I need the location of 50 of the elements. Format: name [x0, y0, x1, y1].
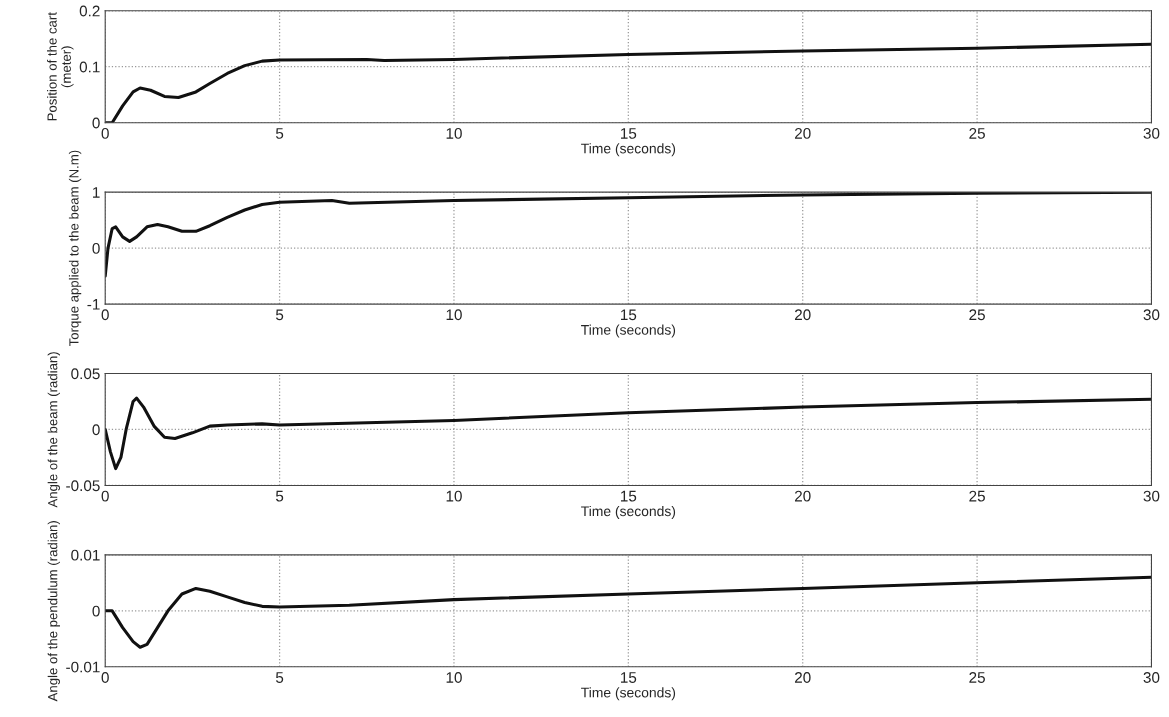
y-tick-label: 0 — [92, 117, 100, 129]
y-tick-label: 0 — [92, 605, 100, 617]
x-tick-label: 10 — [446, 672, 462, 683]
x-tick-label: 10 — [446, 127, 462, 139]
x-tick-label: 20 — [794, 672, 811, 683]
x-tick-label: 20 — [794, 309, 811, 321]
y-axis-title: Angle of the pendulum (radian) — [47, 521, 60, 702]
x-tick-label: 30 — [1143, 127, 1160, 139]
x-tick-label: 15 — [621, 672, 637, 683]
y-tick-label: 1 — [93, 187, 100, 198]
x-tick-label: 15 — [621, 128, 637, 139]
y-tick-label: -0.05 — [66, 480, 100, 492]
y-tick-label: -1 — [87, 299, 100, 310]
x-tick-label: 15 — [621, 309, 637, 321]
x-axis-title: Time (seconds) — [581, 324, 676, 338]
x-tick-label: 20 — [794, 490, 811, 502]
x-tick-label: 0 — [101, 672, 109, 683]
x-tick-label: 0 — [101, 309, 109, 321]
y-axis-title: Torque applied to the beam (N.m) — [68, 150, 82, 347]
x-tick-label: 10 — [446, 490, 462, 502]
y-tick-label: 0.1 — [79, 61, 100, 73]
x-tick-label: 0 — [101, 127, 109, 139]
x-tick-label: 10 — [446, 309, 462, 321]
x-axis-title: Time (seconds) — [581, 687, 676, 701]
x-tick-label: 5 — [275, 490, 284, 502]
x-tick-label: 15 — [621, 490, 637, 502]
x-tick-label: 25 — [969, 309, 985, 321]
y-axis-title: Angle of the beam (radian) — [47, 352, 60, 508]
x-tick-label: 5 — [275, 672, 284, 683]
line-series — [105, 396, 1152, 471]
x-tick-label: 25 — [969, 672, 985, 683]
x-tick-label: 0 — [101, 490, 109, 502]
x-tick-label: 25 — [969, 490, 985, 502]
x-tick-label: 30 — [1143, 672, 1160, 683]
x-tick-label: 5 — [275, 128, 284, 139]
y-tick-label: 0.05 — [71, 368, 100, 380]
y-tick-label: -0.01 — [66, 661, 100, 673]
y-tick-label: 0 — [92, 242, 100, 254]
x-axis-title: Time (seconds) — [581, 505, 676, 519]
x-tick-label: 30 — [1143, 309, 1160, 321]
line-series — [105, 575, 1152, 649]
x-tick-label: 30 — [1143, 490, 1160, 502]
x-tick-label: 25 — [969, 127, 985, 139]
x-axis-title: Time (seconds) — [581, 143, 676, 157]
y-tick-label: 0 — [92, 424, 100, 436]
x-tick-label: 5 — [275, 309, 284, 321]
x-tick-label: 20 — [794, 127, 811, 139]
y-tick-label: 0.01 — [71, 549, 100, 561]
y-axis-title: Position of the cart (meter) — [47, 12, 74, 121]
y-tick-label: 0.2 — [79, 5, 100, 17]
